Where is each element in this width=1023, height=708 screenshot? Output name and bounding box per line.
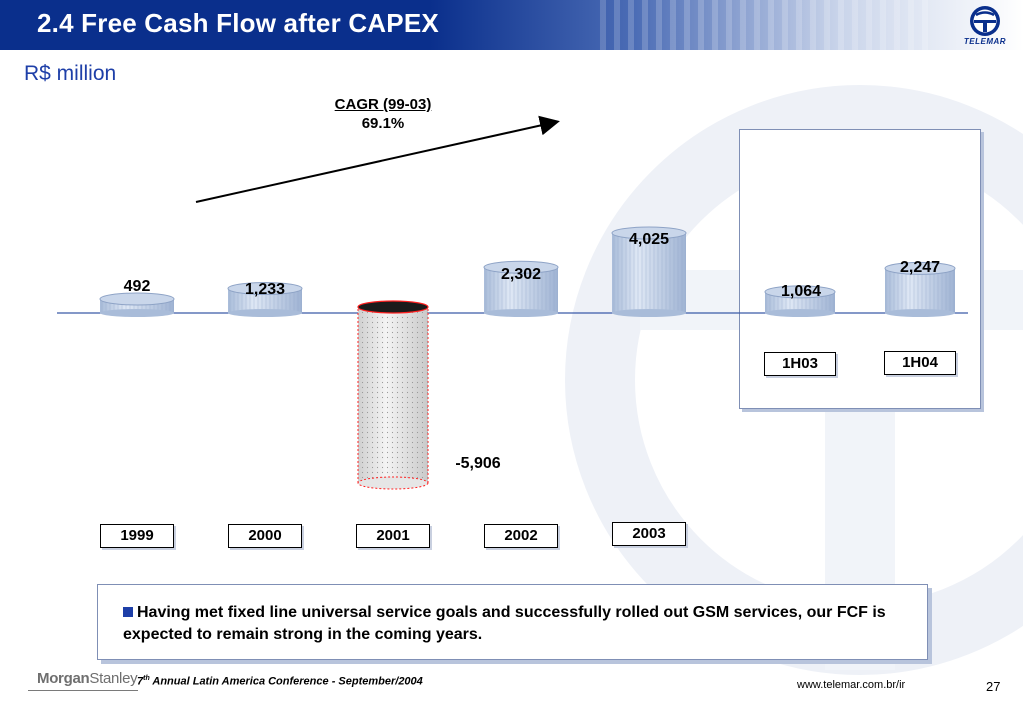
- value-label-2000: 1,233: [244, 281, 286, 299]
- telemar-globe-icon: [970, 6, 1000, 36]
- bar-base: [228, 309, 302, 317]
- page-title: 2.4 Free Cash Flow after CAPEX: [37, 8, 439, 38]
- bar-texture: [885, 268, 955, 313]
- cagr-arrow: [195, 115, 560, 203]
- category-label-2000: 2000: [228, 524, 302, 548]
- bar-top: [483, 260, 559, 274]
- bar-base: [100, 309, 174, 317]
- conference-number: 7: [137, 675, 144, 688]
- conference-suffix: th: [143, 675, 150, 682]
- cagr-annotation: CAGR (99-03) 69.1%: [303, 95, 463, 133]
- category-label-1999: 1999: [100, 524, 174, 548]
- bar-texture: [484, 267, 558, 313]
- bar-top: [884, 261, 956, 275]
- bar-1H04: [884, 261, 956, 317]
- category-label-1H03: 1H03: [764, 352, 836, 376]
- conference-text: 7th Annual Latin America Conference - Se…: [137, 675, 423, 688]
- note-text: Having met fixed line universal service …: [123, 602, 913, 646]
- category-label-2001: 2001: [356, 524, 430, 548]
- value-label-1999: 492: [123, 278, 151, 295]
- note-box: Having met fixed line universal service …: [97, 584, 928, 660]
- bullet-icon: [123, 607, 133, 617]
- bar-1H03: [764, 285, 836, 317]
- bar-top: [611, 226, 687, 240]
- morgan-stanley-logo: MorganStanley: [37, 670, 138, 687]
- cagr-label: CAGR (99-03): [334, 96, 432, 113]
- logo-part2: Stanley: [89, 670, 138, 687]
- bar-base: [885, 309, 955, 317]
- bar-1999: [99, 292, 175, 317]
- bar-top: [227, 281, 303, 295]
- bar-top: [99, 292, 175, 306]
- category-label-1H04: 1H04: [884, 351, 956, 375]
- value-label-2001: -5,906: [455, 455, 501, 472]
- category-label-2002: 2002: [484, 524, 558, 548]
- bar-base: [357, 476, 429, 490]
- footer-divider: [28, 690, 138, 691]
- bar-top: [764, 285, 836, 299]
- unit-subtitle: R$ million: [24, 62, 117, 85]
- telemar-logo: TELEMAR: [955, 4, 1015, 48]
- bar-2000: [227, 281, 303, 317]
- value-label-1H03: 1,064: [780, 282, 822, 300]
- page-number: 27: [986, 679, 1001, 694]
- bar-base: [484, 309, 558, 317]
- title-bar: 2.4 Free Cash Flow after CAPEX: [0, 0, 1023, 50]
- bar-base: [612, 309, 686, 317]
- title-decoration: [600, 0, 930, 50]
- bar-texture: [358, 307, 428, 483]
- value-label-2003: 4,025: [628, 231, 670, 248]
- bar-2001: [357, 300, 429, 490]
- logo-part1: Morgan: [37, 670, 90, 687]
- telemar-logo-text: TELEMAR: [963, 37, 1007, 46]
- conference-label: Annual Latin America Conference - Septem…: [152, 675, 423, 688]
- note-body: Having met fixed line universal service …: [123, 604, 886, 643]
- bar-2002: [483, 260, 559, 317]
- category-label-2003: 2003: [612, 522, 686, 546]
- bar-texture: [612, 233, 686, 313]
- website-link[interactable]: www.telemar.com.br/ir: [797, 679, 906, 691]
- bar-top: [357, 300, 429, 314]
- cagr-value: 69.1%: [361, 115, 405, 132]
- bar-base: [765, 309, 835, 317]
- value-label-1H04: 2,247: [899, 259, 941, 277]
- bar-2003: [611, 226, 687, 317]
- value-label-2002: 2,302: [500, 266, 542, 284]
